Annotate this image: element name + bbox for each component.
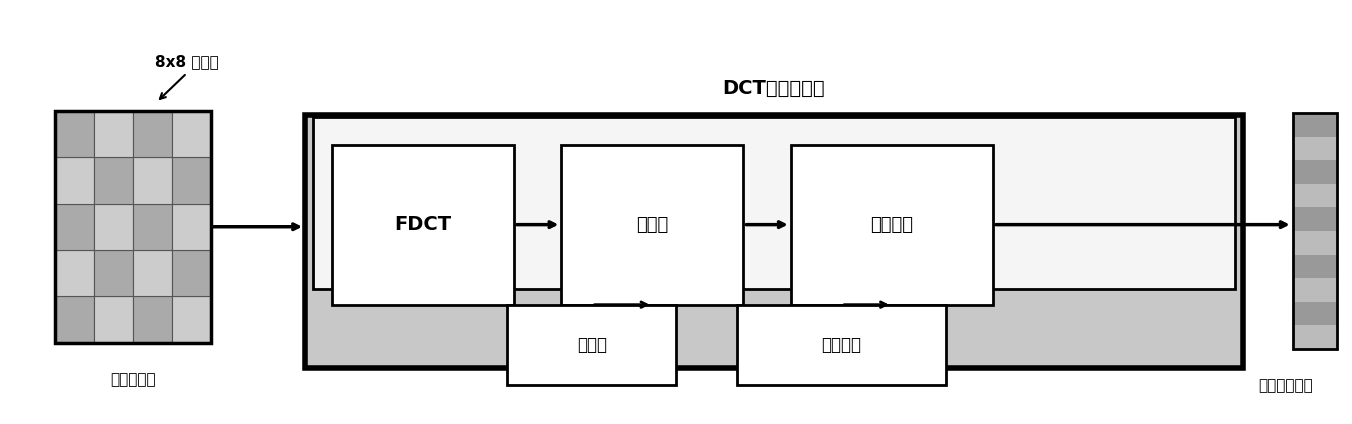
Text: FDCT: FDCT	[395, 215, 452, 234]
Text: DCT基础编码器: DCT基础编码器	[722, 79, 825, 98]
FancyBboxPatch shape	[791, 145, 994, 305]
FancyBboxPatch shape	[55, 250, 95, 296]
FancyBboxPatch shape	[314, 117, 1234, 289]
FancyBboxPatch shape	[172, 157, 211, 204]
FancyBboxPatch shape	[1293, 113, 1337, 137]
FancyBboxPatch shape	[561, 145, 744, 305]
FancyBboxPatch shape	[737, 305, 946, 385]
FancyBboxPatch shape	[55, 296, 95, 343]
FancyBboxPatch shape	[1293, 207, 1337, 231]
FancyBboxPatch shape	[132, 157, 172, 204]
FancyBboxPatch shape	[55, 157, 95, 204]
Text: 源图象数据: 源图象数据	[110, 372, 155, 387]
FancyBboxPatch shape	[1293, 254, 1337, 278]
Text: 8x8 图象块: 8x8 图象块	[155, 54, 219, 69]
FancyBboxPatch shape	[55, 111, 95, 157]
FancyBboxPatch shape	[95, 157, 132, 204]
Text: 熵编码表: 熵编码表	[821, 336, 861, 354]
FancyBboxPatch shape	[132, 204, 172, 250]
FancyBboxPatch shape	[132, 296, 172, 343]
FancyBboxPatch shape	[1293, 302, 1337, 325]
FancyBboxPatch shape	[55, 204, 95, 250]
FancyBboxPatch shape	[172, 111, 211, 157]
FancyBboxPatch shape	[172, 296, 211, 343]
FancyBboxPatch shape	[132, 111, 172, 157]
FancyBboxPatch shape	[1293, 231, 1337, 254]
Text: 量化表: 量化表	[577, 336, 607, 354]
FancyBboxPatch shape	[95, 111, 132, 157]
FancyBboxPatch shape	[1293, 278, 1337, 302]
FancyBboxPatch shape	[95, 204, 132, 250]
Text: 压缩图象数据: 压缩图象数据	[1259, 378, 1313, 393]
FancyBboxPatch shape	[95, 296, 132, 343]
FancyBboxPatch shape	[132, 250, 172, 296]
FancyBboxPatch shape	[172, 204, 211, 250]
Text: 量化器: 量化器	[637, 216, 668, 234]
FancyBboxPatch shape	[1293, 184, 1337, 207]
FancyBboxPatch shape	[172, 250, 211, 296]
FancyBboxPatch shape	[1293, 160, 1337, 184]
FancyBboxPatch shape	[1293, 137, 1337, 160]
FancyBboxPatch shape	[333, 145, 514, 305]
Text: 熵编码器: 熵编码器	[871, 216, 914, 234]
FancyBboxPatch shape	[507, 305, 676, 385]
FancyBboxPatch shape	[306, 115, 1242, 368]
FancyBboxPatch shape	[1293, 325, 1337, 349]
FancyBboxPatch shape	[95, 250, 132, 296]
